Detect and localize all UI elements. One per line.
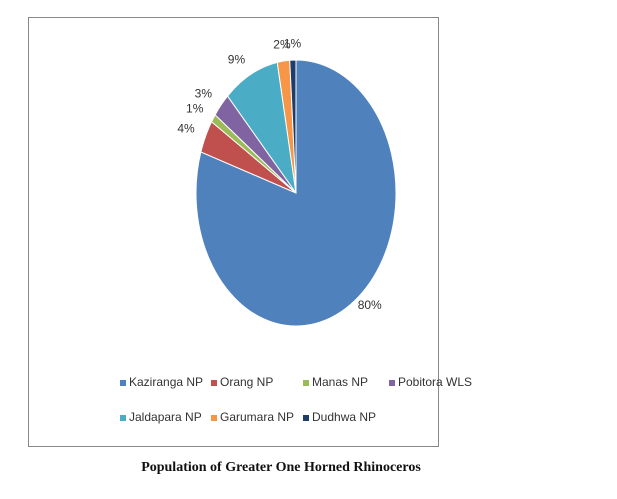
legend-swatch [120,380,126,386]
data-label: 1% [284,36,302,50]
data-label: 1% [186,101,204,115]
data-label: 4% [177,122,195,136]
legend-swatch [211,380,217,386]
data-label: 9% [228,52,246,66]
legend-label: Jaldapara NP [129,410,202,424]
legend-label: Garumara NP [220,410,294,424]
legend-swatch [389,380,395,386]
legend-label: Manas NP [312,375,368,389]
legend-label: Dudhwa NP [312,410,376,424]
legend-swatch [211,415,217,421]
legend-label: Pobitora WLS [398,375,472,389]
pie-slice [289,59,297,194]
data-label: 2% [273,37,291,51]
legend-label: Kaziranga NP [129,375,203,389]
caption: Population of Greater One Horned Rhinoce… [141,460,421,475]
legend-swatch [303,415,309,421]
legend-swatch [120,415,126,421]
data-label: 3% [195,87,213,101]
legend-swatch [303,380,309,386]
data-label: 80% [358,298,382,312]
legend-label: Orang NP [220,375,273,389]
